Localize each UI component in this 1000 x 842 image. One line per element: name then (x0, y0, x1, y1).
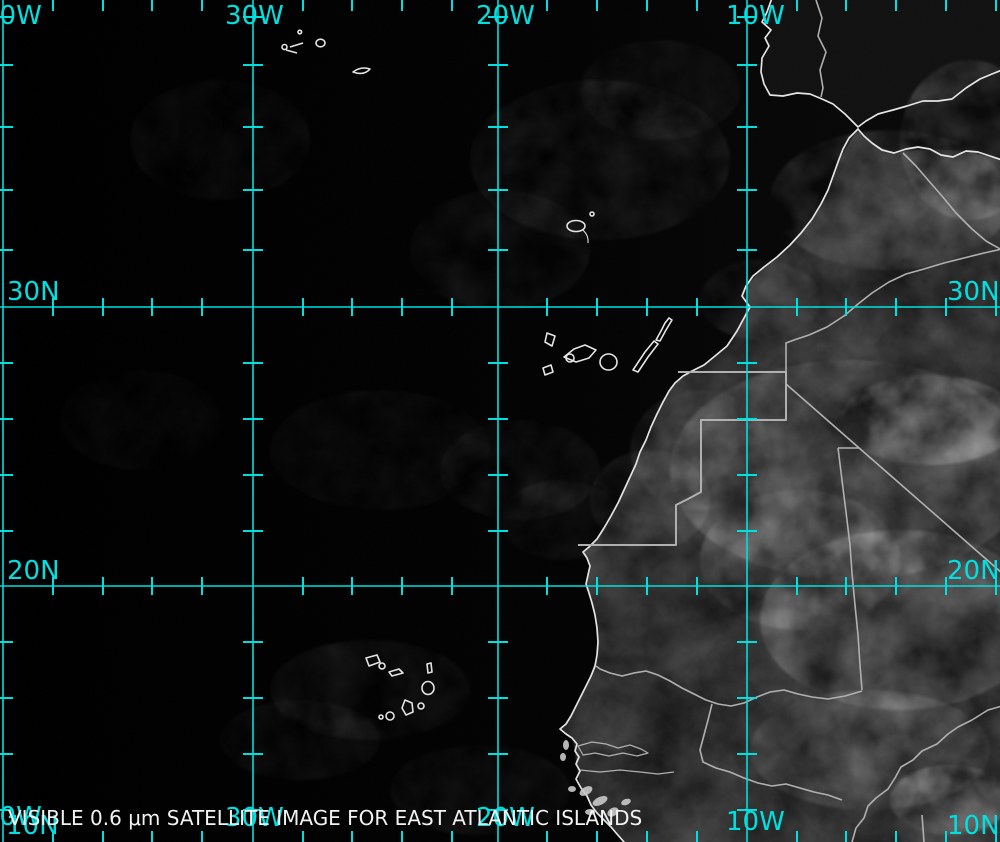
grid-label-left-30n: 30N (7, 277, 60, 307)
grid-label-left-20n: 20N (7, 556, 60, 586)
grid-label-top-10w: 10W (726, 1, 785, 31)
grid-label-bottom-20w: 20W (476, 803, 535, 833)
grid-label-bottom-30w: 30W (225, 803, 284, 833)
grid-label-bottom-10w: 10W (726, 807, 785, 837)
annotation-title: VISIBLE 0.6 μm SATELLITE IMAGE FOR EAST … (8, 806, 643, 830)
grid-label-right-30n: 30N (947, 277, 1000, 307)
grid-label-top-30w: 30W (225, 1, 284, 31)
grid-label-bottom-10n-right: 10N (947, 811, 1000, 841)
grid-label-bottom-40w: 40W (0, 802, 42, 832)
annotation-block: VISIBLE 0.6 μm SATELLITE IMAGE FOR EAST … (8, 753, 642, 842)
grid-label-top-20w: 20W (476, 1, 535, 31)
grid-label-top-40w: 40W (0, 1, 42, 31)
grid-label-right-20n: 20N (947, 556, 1000, 586)
grid-label-bottom-10n-left: 10N (6, 811, 59, 841)
